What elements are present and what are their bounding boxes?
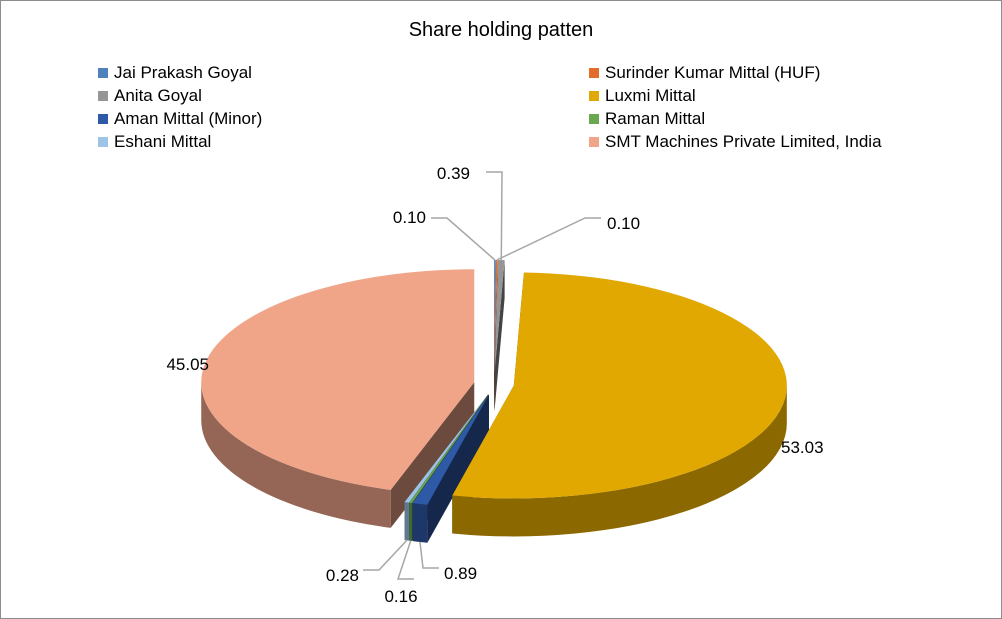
legend-swatch	[98, 113, 108, 124]
legend-item-smt-machines-private-limited-india: SMT Machines Private Limited, India	[589, 130, 882, 153]
pie-side-aman-mittal-minor	[427, 394, 489, 543]
legend-swatch	[589, 113, 599, 124]
legend-swatch	[589, 136, 599, 147]
legend-label: Luxmi Mittal	[605, 85, 696, 105]
legend-item-luxmi-mittal: Luxmi Mittal	[589, 84, 882, 107]
pie-slice-anita-goyal	[494, 260, 505, 374]
legend-swatch	[589, 90, 599, 101]
leader-line-surinder-kumar-mittal-huf	[496, 217, 601, 261]
legend-item-raman-mittal: Raman Mittal	[589, 107, 882, 130]
legend-swatch	[98, 90, 108, 101]
data-label-jai-prakash-goyal: 0.10	[393, 208, 426, 227]
legend-item-jai-prakash-goyal: Jai Prakash Goyal	[98, 61, 262, 84]
legend-label: Aman Mittal (Minor)	[114, 108, 263, 128]
data-label-raman-mittal: 0.16	[384, 587, 417, 606]
legend-item-surinder-kumar-mittal-huf: Surinder Kumar Mittal (HUF)	[589, 61, 882, 84]
legend-left-column: Jai Prakash Goyal Anita Goyal Aman Mittal …	[98, 61, 262, 153]
leader-lines	[363, 171, 601, 580]
pie-slice-smt-machines-private-limited-india	[201, 269, 475, 490]
data-labels: 0.10 0.10 0.39 53.03 0.89 0.16 0.28 45.05	[166, 164, 823, 606]
legend-label: Jai Prakash Goyal	[114, 62, 252, 82]
data-label-eshani-mittal: 0.28	[326, 566, 359, 585]
legend-label: Anita Goyal	[114, 85, 202, 105]
pie-side-anita-goyal	[494, 260, 505, 412]
pie-side-smt-machines-private-limited-india	[390, 382, 475, 528]
legend-label: Surinder Kumar Mittal (HUF)	[605, 62, 821, 82]
pie-layer	[201, 260, 787, 543]
legend-swatch	[589, 67, 599, 78]
data-label-aman-mittal-minor: 0.89	[444, 564, 477, 583]
legend-label: Eshani Mittal	[114, 131, 212, 151]
leader-line-raman-mittal	[396, 540, 414, 580]
pie-side-aman-mittal-minor	[412, 503, 428, 543]
leader-line-aman-mittal-minor	[419, 541, 439, 569]
legend-item-aman-mittal-minor: Aman Mittal (Minor)	[98, 107, 262, 130]
legend-item-anita-goyal: Anita Goyal	[98, 84, 262, 107]
leader-line-anita-goyal	[486, 171, 503, 261]
leader-line-eshani-mittal	[363, 539, 408, 571]
pie-slice-eshani-mittal	[404, 394, 489, 503]
pie-slice-jai-prakash-goyal	[494, 260, 496, 374]
data-label-smt-machines-private-limited-india: 45.05	[166, 355, 209, 374]
pie-side-luxmi-mittal	[452, 385, 787, 537]
legend-swatch	[98, 67, 108, 78]
data-label-luxmi-mittal: 53.03	[781, 438, 824, 457]
data-label-surinder-kumar-mittal-huf: 0.10	[607, 214, 640, 233]
leader-line-jai-prakash-goyal	[431, 217, 496, 261]
legend-swatch	[98, 136, 108, 147]
pie-side-eshani-mittal	[404, 502, 410, 541]
pie-slice-raman-mittal	[409, 394, 489, 504]
legend-label: SMT Machines Private Limited, India	[605, 131, 882, 151]
data-label-anita-goyal: 0.39	[437, 164, 470, 183]
pie-slice-surinder-kumar-mittal-huf	[494, 260, 498, 374]
pie-slice-aman-mittal-minor	[412, 394, 489, 505]
legend-right-column: Surinder Kumar Mittal (HUF) Luxmi Mittal R…	[589, 61, 882, 153]
chart-title: Share holding patten	[408, 19, 594, 41]
legend-item-eshani-mittal: Eshani Mittal	[98, 130, 262, 153]
legend-label: Raman Mittal	[605, 108, 706, 128]
pie-side-raman-mittal	[409, 502, 412, 542]
pie-side-smt-machines-private-limited-india	[201, 382, 391, 528]
pie-slice-luxmi-mittal	[452, 272, 787, 499]
